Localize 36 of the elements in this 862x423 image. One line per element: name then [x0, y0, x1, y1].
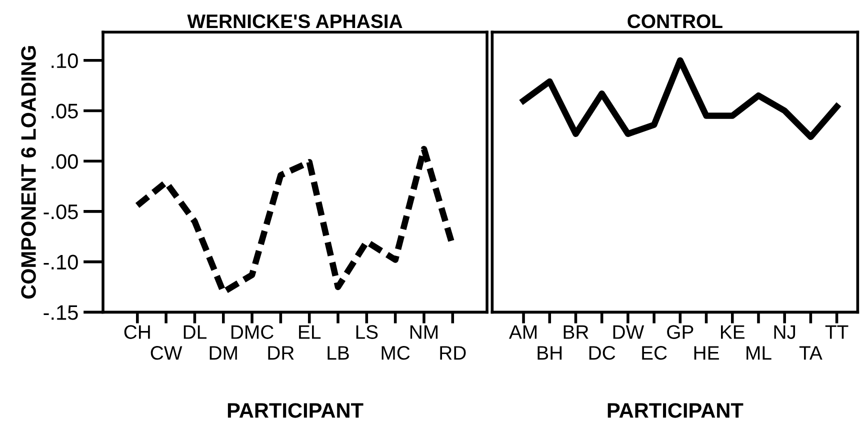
x-tick-label: CH: [124, 325, 150, 339]
chart-title: WERNICKE'S APHASIA: [187, 14, 402, 28]
x-tick-label: DW: [613, 325, 644, 339]
x-tick-label: EC: [642, 346, 667, 360]
x-tick-label: DL: [184, 325, 206, 339]
x-tick-label: BR: [564, 325, 588, 339]
x-tick-label: DC: [589, 346, 616, 360]
x-tick-label: DR: [268, 346, 294, 360]
y-tick-label: -.15: [44, 305, 78, 320]
y-tick-label: .10: [52, 53, 78, 68]
x-tick-label: KE: [721, 325, 745, 339]
x-tick-label: LB: [328, 346, 349, 360]
x-tick-label: HE: [694, 346, 719, 360]
x-tick-label: DM: [210, 346, 237, 360]
y-tick-label: .00: [52, 154, 78, 169]
x-tick-label: NJ: [774, 325, 796, 339]
y-tick-label: -.10: [44, 254, 78, 270]
x-tick-label: NM: [410, 325, 438, 339]
x-tick-label: TT: [825, 325, 848, 339]
x-tick-label: LS: [356, 325, 378, 339]
x-tick-label: RD: [440, 346, 466, 360]
x-tick-label: CW: [150, 346, 182, 360]
x-tick-label: MC: [382, 346, 410, 360]
x-tick-label: ML: [746, 346, 772, 360]
y-tick-label: -.05: [44, 204, 78, 220]
x-axis-title: PARTICIPANT: [608, 403, 744, 418]
x-tick-label: DMC: [231, 325, 274, 339]
y-tick-label: .05: [52, 104, 78, 118]
chart-title: CONTROL: [628, 14, 722, 28]
x-tick-label: AM: [508, 325, 537, 339]
x-tick-label: GP: [667, 325, 694, 339]
x-tick-label: EL: [299, 325, 321, 339]
x-tick-label: TA: [799, 346, 822, 360]
x-tick-label: BH: [538, 346, 562, 360]
x-axis-title: PARTICIPANT: [228, 403, 364, 418]
y-axis-title: COMPONENT 6 LOADING: [21, 46, 36, 299]
